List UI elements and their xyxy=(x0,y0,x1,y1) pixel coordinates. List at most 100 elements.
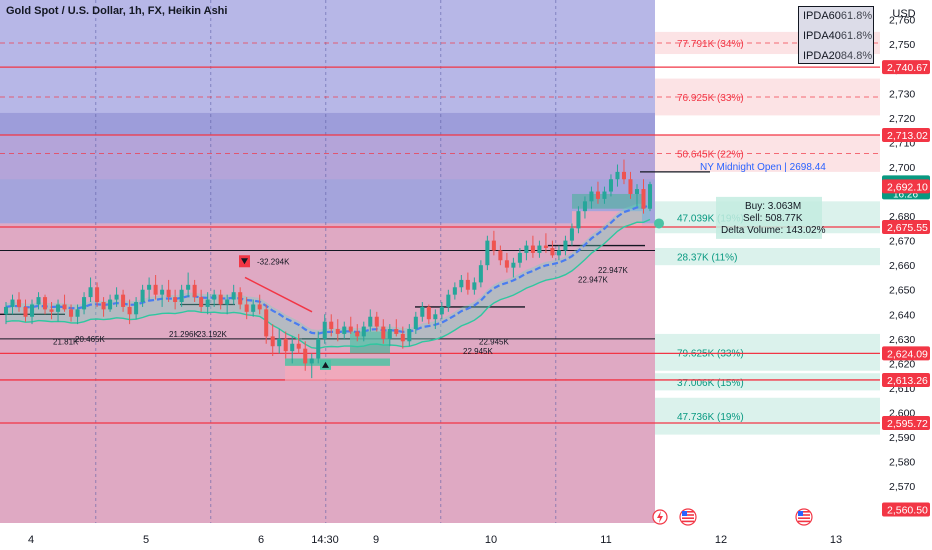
candle-body xyxy=(134,302,139,315)
candle-body xyxy=(400,333,405,342)
candle-body xyxy=(641,189,646,209)
level-price-tag xyxy=(882,416,930,431)
candle xyxy=(231,284,236,305)
candle xyxy=(3,302,9,325)
volume-label: 20.465K xyxy=(75,335,105,344)
candle xyxy=(134,297,139,320)
candle-body xyxy=(381,326,386,339)
candle-body xyxy=(628,179,633,194)
level-price-tag xyxy=(882,220,930,235)
candle-body xyxy=(309,358,314,364)
candle-body xyxy=(491,240,496,251)
order-block xyxy=(350,331,390,354)
us-flag-icon xyxy=(679,508,697,526)
ipda-label: IPDA60 xyxy=(803,10,841,22)
candle-body xyxy=(524,245,529,253)
candle xyxy=(589,186,594,209)
candle-body xyxy=(153,284,158,295)
candle-body xyxy=(556,250,561,256)
candle-body xyxy=(647,184,653,209)
candle xyxy=(36,292,41,310)
candle xyxy=(602,186,607,204)
candle xyxy=(186,272,191,298)
candle-body xyxy=(426,306,431,320)
order-block xyxy=(285,358,390,366)
candle xyxy=(537,240,542,258)
volume-zone-label: 47.039K (19%) xyxy=(677,213,744,224)
candle xyxy=(342,321,347,339)
flag-stripe xyxy=(682,520,694,523)
currency-button[interactable]: USD xyxy=(892,8,916,20)
candle-body xyxy=(296,343,301,349)
candle xyxy=(283,331,288,359)
volume-zone-label: 37.006K (15%) xyxy=(677,378,744,389)
candle-body xyxy=(205,299,210,307)
candle xyxy=(49,302,54,320)
candle xyxy=(504,252,509,273)
candle xyxy=(478,260,483,288)
candle-body xyxy=(173,297,178,303)
candle xyxy=(121,289,126,312)
price-tick: 2,630 xyxy=(889,334,915,346)
candle-body xyxy=(43,297,48,310)
candle-body xyxy=(121,294,126,307)
candle xyxy=(43,294,48,315)
candle-body xyxy=(374,316,379,327)
price-axis-bg xyxy=(880,0,932,550)
sell-volume-label: Sell: 508.77K xyxy=(743,213,803,224)
ema-line xyxy=(5,203,651,335)
volume-label: 21.296K xyxy=(169,330,199,339)
candle xyxy=(361,321,366,342)
volume-zone-label: 76.925K (33%) xyxy=(677,93,744,104)
candle-body xyxy=(543,245,548,248)
candle-body xyxy=(75,309,80,317)
candle-body xyxy=(569,228,574,241)
candle-body xyxy=(478,265,483,283)
candle xyxy=(303,341,308,371)
level-price-label: 2,713.02 xyxy=(887,130,928,142)
buy-marker-arrow xyxy=(322,361,329,368)
level-price-tag xyxy=(882,346,930,361)
volume-label: 22.947K xyxy=(578,275,608,284)
candle-body xyxy=(36,297,41,305)
price-tick: 2,730 xyxy=(889,88,915,100)
candle-body xyxy=(511,262,516,268)
candle-body xyxy=(348,326,353,332)
candle-body xyxy=(62,304,67,310)
candle xyxy=(114,287,119,307)
candle xyxy=(647,181,653,212)
candle-body xyxy=(316,338,321,359)
candle-body xyxy=(322,321,327,339)
candle xyxy=(394,319,399,337)
candle xyxy=(192,279,197,303)
candle-body xyxy=(420,306,425,317)
candle xyxy=(348,316,353,334)
time-tick: 5 xyxy=(143,534,149,546)
delta-volume-label: Delta Volume: 143.02% xyxy=(721,225,826,236)
time-tick: 14:30 xyxy=(311,534,339,546)
candle-body xyxy=(433,314,438,320)
level-price-label: 2,624.09 xyxy=(887,348,928,360)
candle xyxy=(465,272,470,295)
volume-zone xyxy=(655,373,880,391)
candle xyxy=(108,294,113,312)
us-flag-icon xyxy=(795,508,813,526)
candle-body xyxy=(582,201,587,212)
price-tick: 2,650 xyxy=(889,285,915,297)
transition-zone xyxy=(0,135,655,180)
candle xyxy=(511,257,516,278)
volume-zone-label: 77.791K (34%) xyxy=(677,39,744,50)
candle-body xyxy=(212,294,217,300)
candle xyxy=(641,179,646,214)
candle-body xyxy=(361,326,366,337)
candle-body xyxy=(576,211,581,229)
candle xyxy=(621,159,626,185)
candle xyxy=(543,233,548,253)
ipda-label: IPDA20 xyxy=(803,50,841,62)
candle-body xyxy=(30,304,35,317)
candle-body xyxy=(264,309,269,337)
candle-body xyxy=(407,329,412,342)
candle xyxy=(530,235,535,258)
